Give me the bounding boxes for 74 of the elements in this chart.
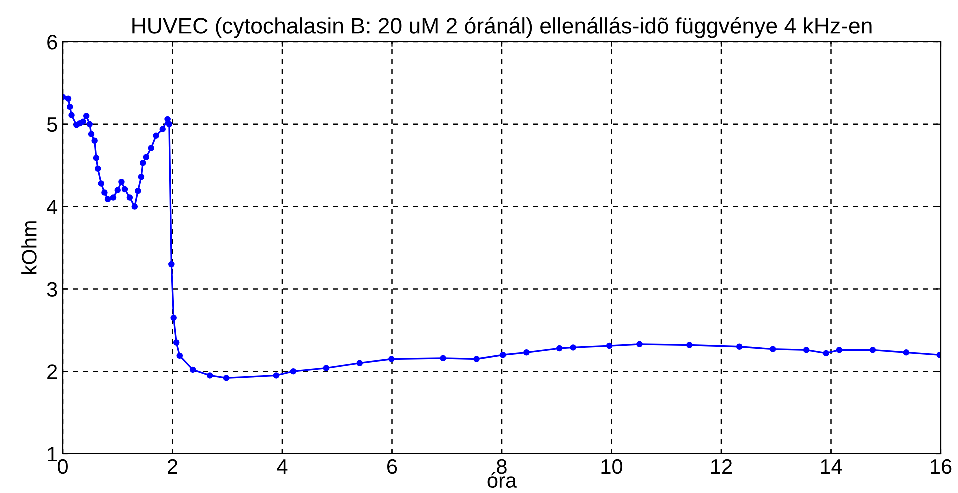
point bbox=[770, 346, 776, 352]
point bbox=[114, 187, 121, 194]
point bbox=[86, 121, 94, 128]
point bbox=[94, 166, 102, 172]
point bbox=[440, 355, 446, 362]
point bbox=[122, 186, 128, 193]
x-tick-label: 8 bbox=[497, 459, 507, 474]
point bbox=[166, 121, 173, 128]
point bbox=[223, 375, 230, 382]
point bbox=[92, 138, 98, 144]
point bbox=[836, 347, 843, 354]
point bbox=[83, 113, 90, 120]
y-tick-label: 5 bbox=[47, 118, 58, 132]
point bbox=[736, 344, 743, 350]
y-tick-label: 2 bbox=[48, 364, 58, 380]
point bbox=[903, 350, 910, 356]
x-tick-label: 4 bbox=[277, 460, 288, 474]
y-tick-label: 3 bbox=[47, 282, 58, 297]
point bbox=[273, 372, 280, 379]
point bbox=[140, 160, 146, 166]
point bbox=[160, 126, 166, 132]
point bbox=[148, 145, 154, 152]
point bbox=[93, 155, 100, 162]
point bbox=[88, 131, 95, 138]
x-tick-label: 16 bbox=[931, 459, 952, 474]
point bbox=[168, 261, 175, 268]
point bbox=[126, 194, 134, 201]
point bbox=[474, 356, 480, 362]
chart-title: HUVEC (cytochalasin B: 20 uM 2 óránál) ellenállás-idõ függvénye 4 kHz-en bbox=[132, 17, 872, 38]
x-tick-label: 6 bbox=[388, 459, 398, 474]
x-tick-label: 12 bbox=[712, 459, 732, 474]
point bbox=[500, 352, 506, 358]
x-axis-title: óra bbox=[488, 472, 518, 488]
point bbox=[138, 174, 145, 180]
point bbox=[153, 132, 160, 140]
point bbox=[65, 96, 72, 102]
point bbox=[68, 112, 75, 118]
point bbox=[606, 342, 613, 350]
point bbox=[636, 341, 643, 348]
point bbox=[170, 314, 177, 322]
point bbox=[80, 118, 86, 126]
x-tick-label: 2 bbox=[168, 459, 178, 474]
point bbox=[135, 188, 142, 194]
point bbox=[870, 347, 876, 354]
x-tick-label: 14 bbox=[821, 460, 842, 474]
x-tick-label: 10 bbox=[602, 459, 623, 474]
point bbox=[556, 345, 563, 352]
y-tick-label: 6 bbox=[48, 35, 58, 50]
point bbox=[190, 366, 196, 374]
point bbox=[143, 154, 150, 160]
point bbox=[104, 196, 112, 203]
point bbox=[102, 190, 108, 196]
point bbox=[67, 104, 74, 110]
point bbox=[132, 204, 138, 210]
point bbox=[524, 350, 530, 356]
point bbox=[356, 360, 363, 366]
point bbox=[176, 352, 184, 360]
y-axis-title: kOhm bbox=[22, 222, 37, 274]
point bbox=[323, 365, 330, 372]
point bbox=[686, 342, 693, 348]
y-tick-label: 1 bbox=[48, 447, 58, 462]
point bbox=[98, 180, 105, 187]
point bbox=[388, 356, 395, 362]
point bbox=[823, 350, 830, 357]
point bbox=[110, 194, 117, 201]
point bbox=[803, 347, 810, 354]
point bbox=[206, 372, 214, 379]
point bbox=[164, 116, 171, 123]
point bbox=[290, 368, 297, 375]
point bbox=[173, 340, 180, 346]
x-tick-label: 0 bbox=[58, 459, 68, 474]
point bbox=[570, 344, 576, 351]
y-tick-label: 4 bbox=[47, 200, 58, 214]
point bbox=[118, 178, 125, 186]
